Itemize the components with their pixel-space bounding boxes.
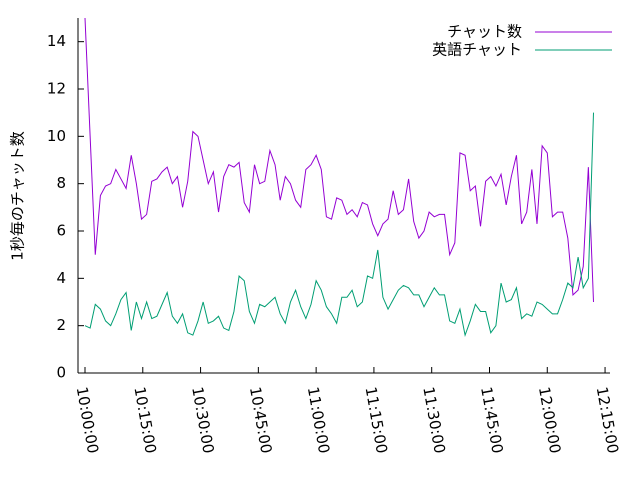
x-tick-label: 11:00:00: [304, 385, 333, 454]
x-tick-label: 10:00:00: [73, 385, 102, 454]
x-tick-label: 12:15:00: [593, 385, 622, 454]
y-axis-label: 1秒毎のチャット数: [9, 131, 27, 260]
x-tick-label: 10:30:00: [188, 385, 217, 454]
x-tick-label: 11:45:00: [477, 385, 506, 454]
x-tick-label: 11:30:00: [419, 385, 448, 454]
plot-area: [84, 18, 594, 337]
legend-label: 英語チャット: [432, 41, 522, 59]
y-tick-label: 12: [47, 80, 66, 98]
y-tick-label: 10: [47, 127, 66, 145]
x-tick-label: 10:15:00: [130, 385, 159, 454]
x-tick-label: 10:45:00: [246, 385, 275, 454]
y-tick-label: 4: [56, 269, 66, 287]
y-tick-label: 14: [47, 32, 66, 50]
series-line: [84, 18, 594, 303]
y-tick-label: 8: [56, 174, 66, 192]
x-tick-label: 12:00:00: [535, 385, 564, 454]
legend-label: チャット数: [447, 23, 522, 41]
y-tick-label: 0: [56, 364, 66, 382]
x-tick-label: 11:15:00: [362, 385, 391, 454]
series-line: [84, 112, 594, 337]
y-tick-label: 2: [56, 316, 66, 334]
y-tick-label: 6: [56, 222, 66, 240]
